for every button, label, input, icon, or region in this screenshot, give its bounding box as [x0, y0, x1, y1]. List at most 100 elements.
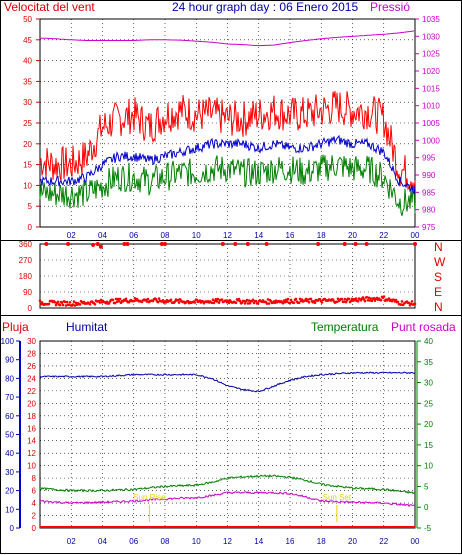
direction-point-high [264, 242, 269, 246]
direction-point [164, 301, 168, 304]
direction-point-high [342, 242, 347, 246]
pressure-y-tick-label: 975 [422, 223, 436, 232]
wind-speed-label: Velocitat del vent [4, 0, 95, 14]
humidity-plot-area [39, 340, 416, 529]
direction-point [242, 299, 246, 303]
direction-point [133, 297, 137, 300]
pressure-y-tick-label: 1030 [422, 32, 440, 41]
temperature-y-tick-label: 35 [424, 358, 433, 367]
direction-point [117, 300, 121, 303]
direction-y-tick-label: 90 [23, 288, 32, 297]
direction-point [211, 298, 215, 302]
direction-point [399, 303, 403, 306]
direction-point [382, 295, 386, 298]
direction-point [237, 297, 241, 301]
direction-point [297, 301, 301, 305]
rain-y-tick-label: 28 [27, 349, 36, 358]
pressure-y-tick-label: 995 [422, 154, 436, 163]
direction-point [256, 302, 260, 305]
pressure-label: Pressió [370, 0, 410, 14]
direction-point [342, 300, 346, 303]
wind-gust-series [39, 90, 416, 192]
wind-pressure-plot: 0510152025303540455097598098599099510001… [23, 15, 440, 240]
pressure-series [39, 30, 415, 47]
direction-point [145, 300, 149, 303]
rain-y-tick-label: 24 [27, 374, 36, 383]
direction-point [361, 296, 365, 299]
graph-title: 24 hour graph day : 06 Enero 2015 [172, 0, 358, 14]
direction-point [220, 298, 224, 301]
direction-point [273, 301, 277, 305]
direction-point-high [91, 242, 96, 247]
rain-y-tick-label: 12 [27, 449, 36, 458]
direction-letter-n-bottom: N [434, 300, 443, 314]
wind-y-tick-label: 40 [23, 57, 32, 66]
temperature-y-tick-label: 15 [424, 441, 433, 450]
direction-point [146, 297, 150, 301]
wind-x-tick-label: 22 [379, 231, 388, 240]
temperature-y-tick-label: 10 [424, 462, 433, 471]
bottom-x-tick-label: 14 [254, 537, 263, 546]
bottom-x-tick-label: 10 [192, 537, 201, 546]
direction-letter-w: W [434, 255, 446, 269]
direction-point-high [353, 242, 358, 246]
direction-point [245, 298, 249, 302]
rain-y-tick-label: 26 [27, 362, 36, 371]
direction-point [251, 298, 255, 302]
direction-point [335, 300, 339, 304]
direction-y-tick-label: 360 [19, 240, 33, 249]
direction-point [88, 303, 92, 306]
direction-point [409, 302, 413, 306]
wind-y-tick-label: 20 [23, 140, 32, 149]
direction-point [336, 297, 340, 301]
humidity-y-tick-label: 70 [5, 393, 14, 402]
direction-y-tick-label: 180 [19, 272, 33, 281]
wind-x-tick-label: 04 [98, 231, 107, 240]
wind-x-tick-label: 16 [286, 231, 295, 240]
direction-point [210, 301, 214, 305]
humidity-y-tick-label: 60 [5, 412, 14, 421]
temperature-y-tick-label: -5 [424, 524, 432, 533]
temperature-label: Temperatura [311, 320, 379, 334]
direction-point-high [44, 242, 49, 246]
wind-y-tick-label: 50 [23, 15, 32, 24]
direction-point [369, 297, 373, 300]
rain-y-tick-label: 4 [32, 499, 37, 508]
wind-y-tick-label: 45 [23, 36, 32, 45]
direction-point [216, 297, 220, 301]
wind-y-tick-label: 5 [28, 202, 33, 211]
rain-y-tick-label: 6 [32, 487, 37, 496]
pressure-y-tick-label: 1035 [422, 15, 440, 24]
pressure-y-tick-label: 1010 [422, 102, 440, 111]
direction-point [394, 298, 398, 302]
bottom-x-tick-label: 20 [348, 537, 357, 546]
direction-point [265, 302, 269, 305]
wind-y-tick-label: 30 [23, 98, 32, 107]
humidity-y-tick-label: 20 [5, 487, 14, 496]
direction-point [63, 300, 67, 304]
direction-point [286, 297, 290, 301]
temperature-y-tick-label: 25 [424, 399, 433, 408]
direction-point [68, 301, 72, 304]
direction-point [367, 296, 371, 300]
direction-point [356, 300, 360, 303]
humidity-y-tick-label: 100 [1, 337, 15, 346]
direction-point-high [413, 242, 417, 246]
direction-point [289, 298, 293, 302]
direction-point [215, 300, 219, 303]
direction-point [99, 298, 103, 302]
wind-avg-series [39, 134, 416, 195]
direction-point [217, 301, 221, 304]
direction-point-high [66, 242, 71, 246]
direction-point [407, 301, 411, 305]
direction-point [410, 300, 414, 303]
direction-point [304, 297, 308, 301]
direction-point [124, 297, 128, 301]
direction-point [306, 298, 310, 301]
bottom-x-tick-label: 08 [161, 537, 170, 546]
bottom-x-tick-label: 16 [286, 537, 295, 546]
direction-point [226, 299, 230, 303]
wind-x-tick-label: 02 [67, 231, 76, 240]
direction-point [212, 301, 216, 305]
